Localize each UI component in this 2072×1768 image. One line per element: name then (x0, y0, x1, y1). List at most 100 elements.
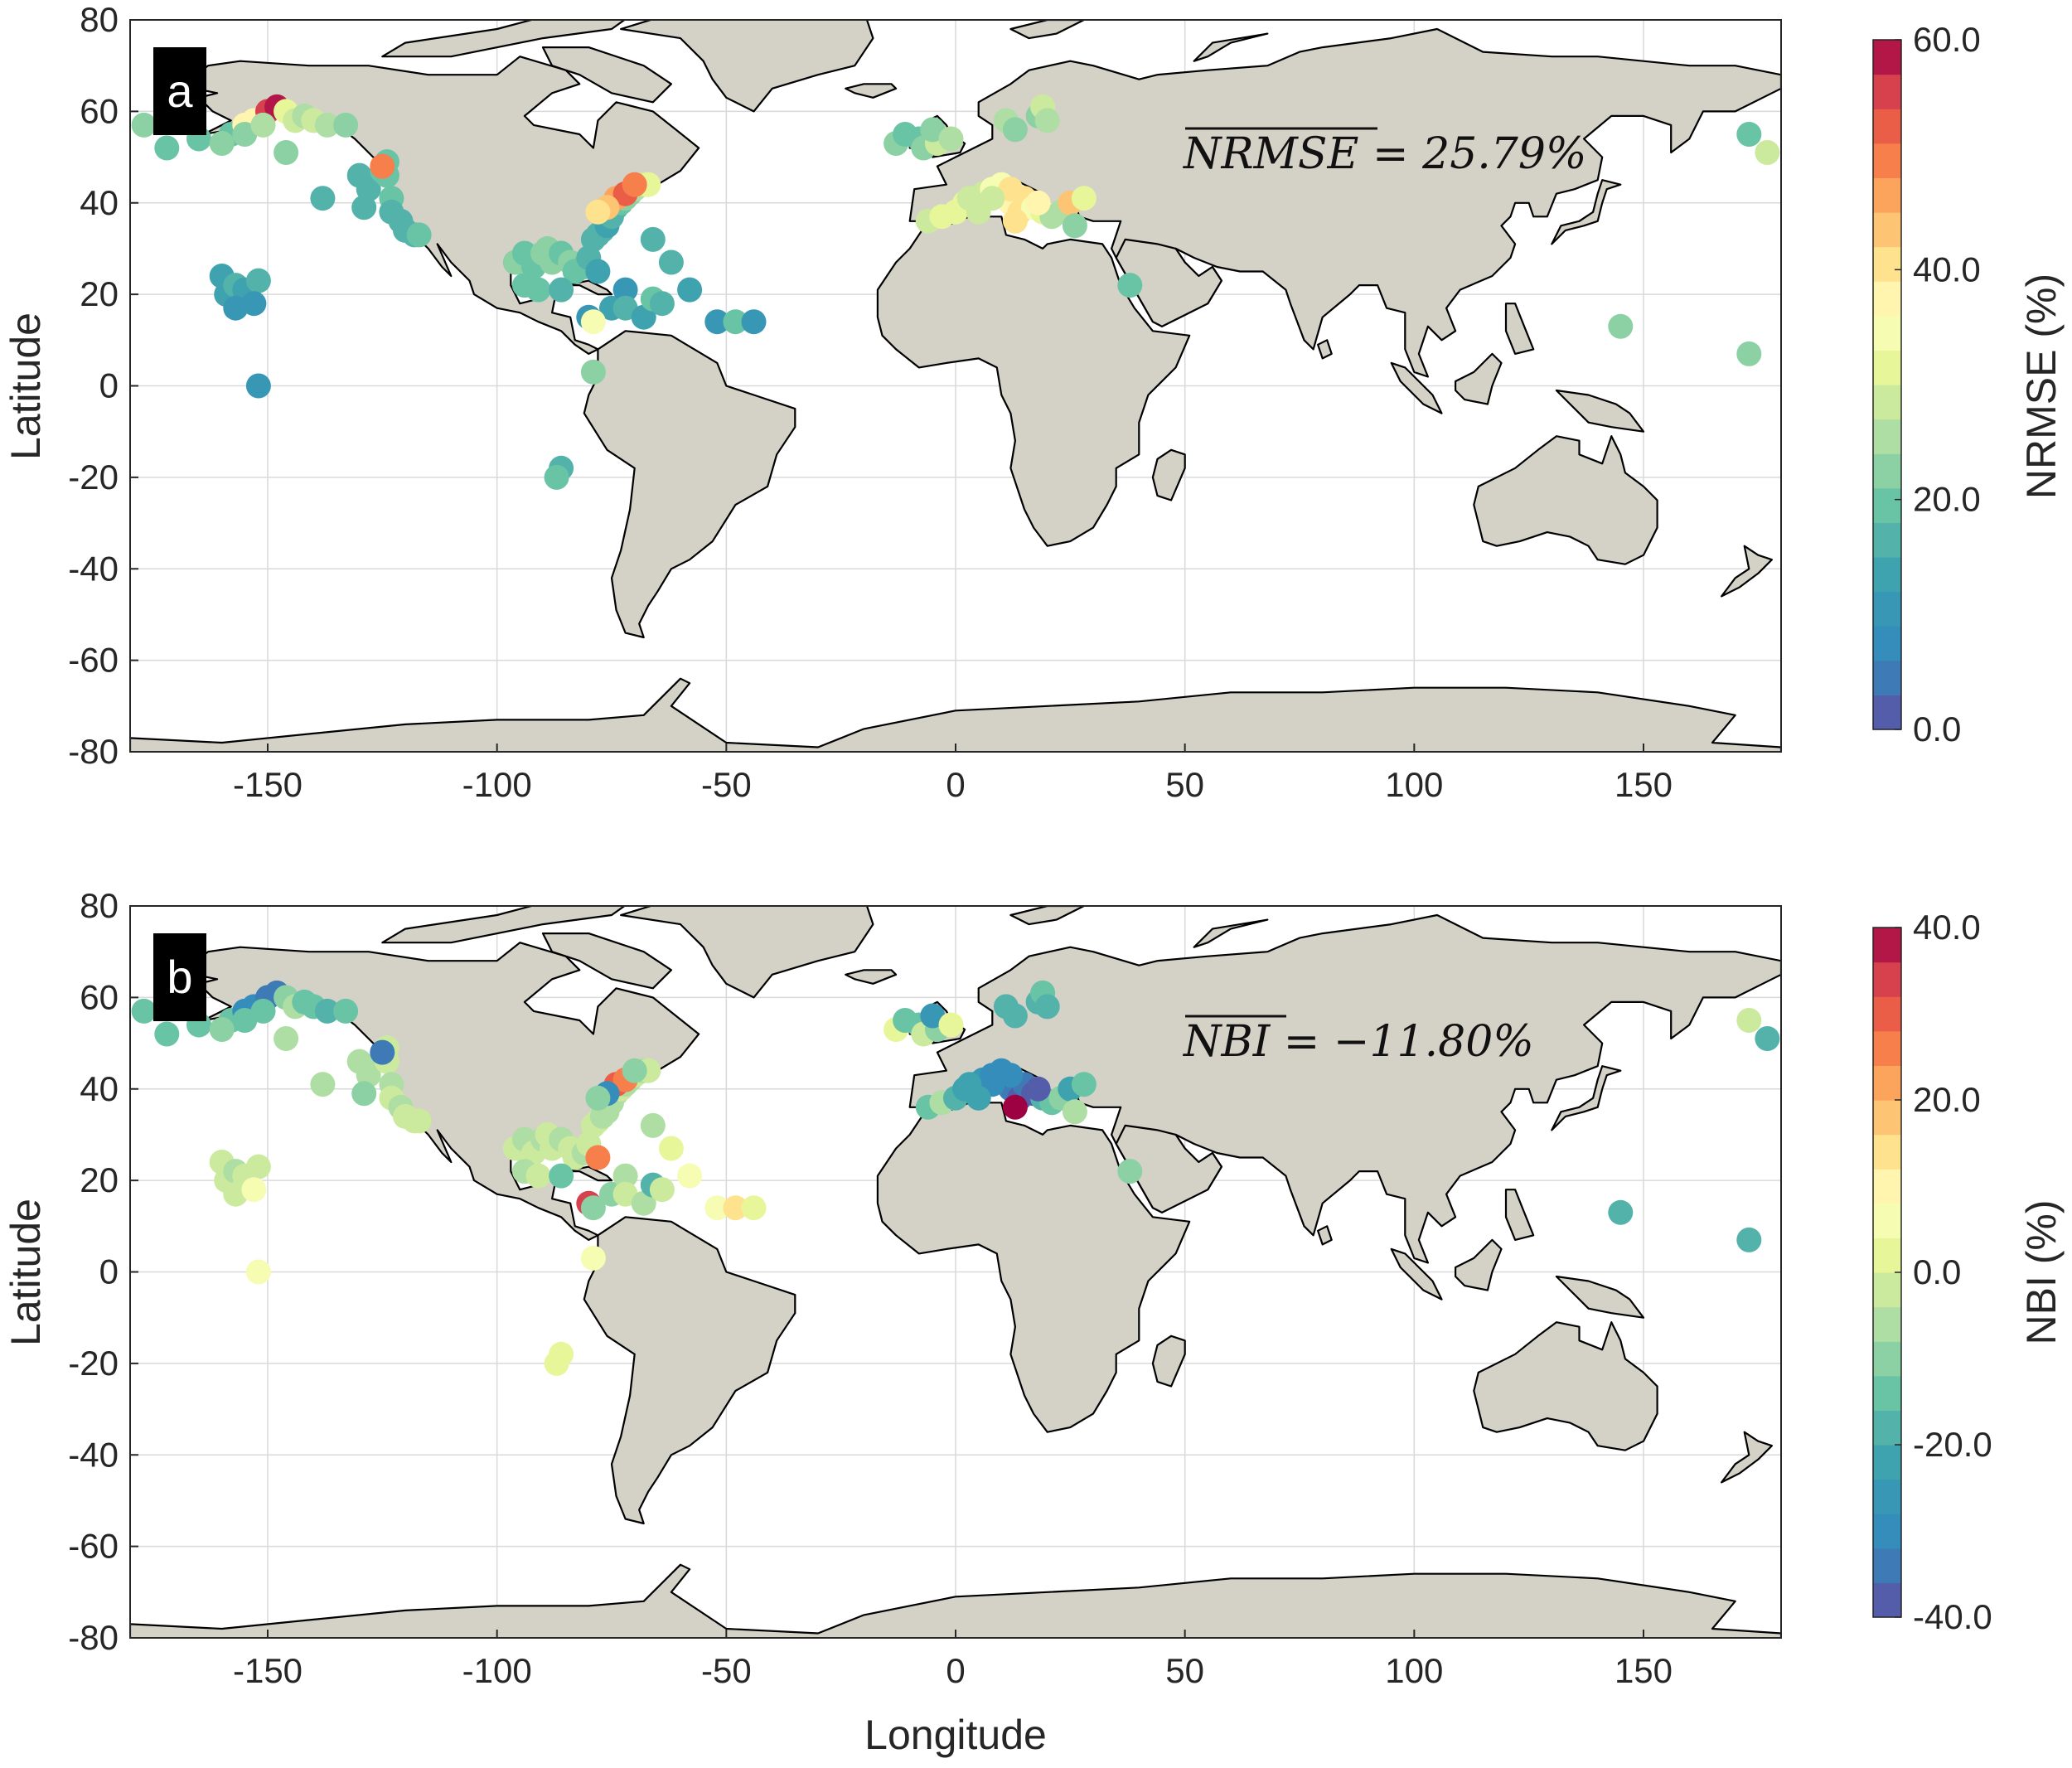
site-marker (1755, 1026, 1780, 1051)
panel-a-x-ticks: -150 -100 -50 0 50 100 150 (233, 744, 1673, 804)
panel-b-letter: b (167, 951, 192, 1003)
land-sumatra (1390, 361, 1443, 414)
colorbar-tick-label: -20.0 (1913, 1425, 1992, 1464)
x-tick-label: -100 (462, 1651, 532, 1690)
site-marker (525, 1163, 551, 1189)
site-marker (1002, 117, 1028, 143)
land-new-guinea (1555, 389, 1645, 433)
site-marker (704, 1195, 730, 1221)
site-marker (1117, 273, 1143, 298)
panel-a-annotation: NRMSE = 25.79% (1182, 129, 1586, 179)
land-africa (876, 216, 1191, 547)
site-marker (1755, 140, 1780, 165)
site-marker (658, 1136, 684, 1161)
panel-a-letter-box (153, 47, 206, 135)
colorbar-segment (1873, 1479, 1901, 1514)
colorbar-segment (1873, 1238, 1901, 1273)
colorbar-segment (1873, 1410, 1901, 1446)
land-australia (1473, 1321, 1658, 1451)
site-marker (333, 112, 359, 138)
y-tick-label: 80 (80, 0, 119, 39)
site-marker (245, 268, 271, 293)
site-marker (938, 1012, 964, 1038)
land-svalbard (1009, 20, 1085, 40)
site-marker (580, 359, 606, 385)
land-baffin (541, 932, 672, 990)
land-south-america (583, 1216, 796, 1525)
site-marker (741, 1195, 767, 1221)
site-marker (1117, 1159, 1143, 1184)
colorbar-segment (1873, 1134, 1901, 1170)
colorbar-segment (1873, 626, 1901, 661)
site-marker (704, 309, 730, 335)
colorbar-segment (1873, 419, 1901, 454)
site-marker (1736, 341, 1762, 366)
site-marker (314, 112, 340, 138)
site-marker (209, 131, 235, 156)
site-marker (956, 1072, 982, 1097)
land-arctic-islands (381, 906, 627, 944)
site-marker (658, 249, 684, 275)
panel-a-colorbar: 0.0 20.0 40.0 60.0 (1872, 20, 1981, 748)
x-tick-label: -150 (233, 1651, 303, 1690)
site-marker (612, 277, 638, 303)
land-japan (1551, 179, 1622, 245)
colorbar-segment (1873, 143, 1901, 178)
site-marker (956, 186, 982, 211)
panel-a-land (130, 20, 1781, 752)
colorbar-segment (1873, 522, 1901, 558)
panel-b-colorbar-label: NBI (%) (2018, 1200, 2065, 1345)
land-sri-lanka (1317, 339, 1333, 360)
site-marker (241, 291, 267, 317)
site-marker (245, 373, 271, 399)
land-svalbard (1009, 906, 1085, 926)
y-tick-label: 60 (80, 91, 119, 130)
x-tick-label: 0 (946, 1651, 965, 1690)
site-marker (549, 1163, 574, 1189)
x-tick-label: -50 (701, 765, 752, 804)
site-marker (406, 222, 432, 248)
site-marker (677, 1163, 703, 1189)
site-marker (544, 464, 569, 490)
land-sumatra (1390, 1247, 1443, 1301)
site-marker (351, 195, 377, 220)
land-iceland (845, 969, 898, 985)
site-marker (612, 1163, 638, 1189)
site-marker (406, 1108, 432, 1134)
colorbar-segment (1873, 212, 1901, 248)
site-marker (1736, 1008, 1762, 1033)
colorbar-segment (1873, 996, 1901, 1032)
site-marker (998, 177, 1024, 202)
panel-b-sites (131, 980, 1780, 1376)
y-tick-label: -40 (68, 1435, 119, 1474)
colorbar-tick-label: 20.0 (1913, 1080, 1981, 1119)
x-tick-label: -100 (462, 765, 532, 804)
y-tick-label: -40 (68, 549, 119, 588)
y-tick-label: -80 (68, 1618, 119, 1657)
land-baffin (541, 46, 672, 104)
site-marker (612, 295, 638, 321)
panel-b-land (130, 906, 1781, 1638)
land-novaya-zemlya (1193, 918, 1269, 948)
y-tick-label: 40 (80, 183, 119, 222)
site-marker (209, 1017, 235, 1042)
land-south-america (583, 330, 796, 639)
site-marker (631, 1190, 656, 1216)
site-marker (723, 1195, 748, 1221)
colorbar-segment (1873, 660, 1901, 695)
colorbar-segment (1873, 962, 1901, 997)
land-cuba (564, 279, 613, 296)
site-marker (1062, 1099, 1087, 1125)
y-tick-label: -20 (68, 1344, 119, 1383)
colorbar-segment (1873, 1514, 1901, 1549)
site-marker (998, 1063, 1024, 1088)
panel-a-sites (131, 94, 1780, 490)
site-marker (622, 172, 647, 197)
site-marker (677, 277, 703, 303)
site-marker (1736, 1227, 1762, 1252)
land-arabia-fill (1115, 238, 1222, 327)
land-philippines (1504, 1189, 1535, 1241)
x-tick-label: 100 (1385, 1651, 1443, 1690)
y-tick-label: 40 (80, 1069, 119, 1108)
